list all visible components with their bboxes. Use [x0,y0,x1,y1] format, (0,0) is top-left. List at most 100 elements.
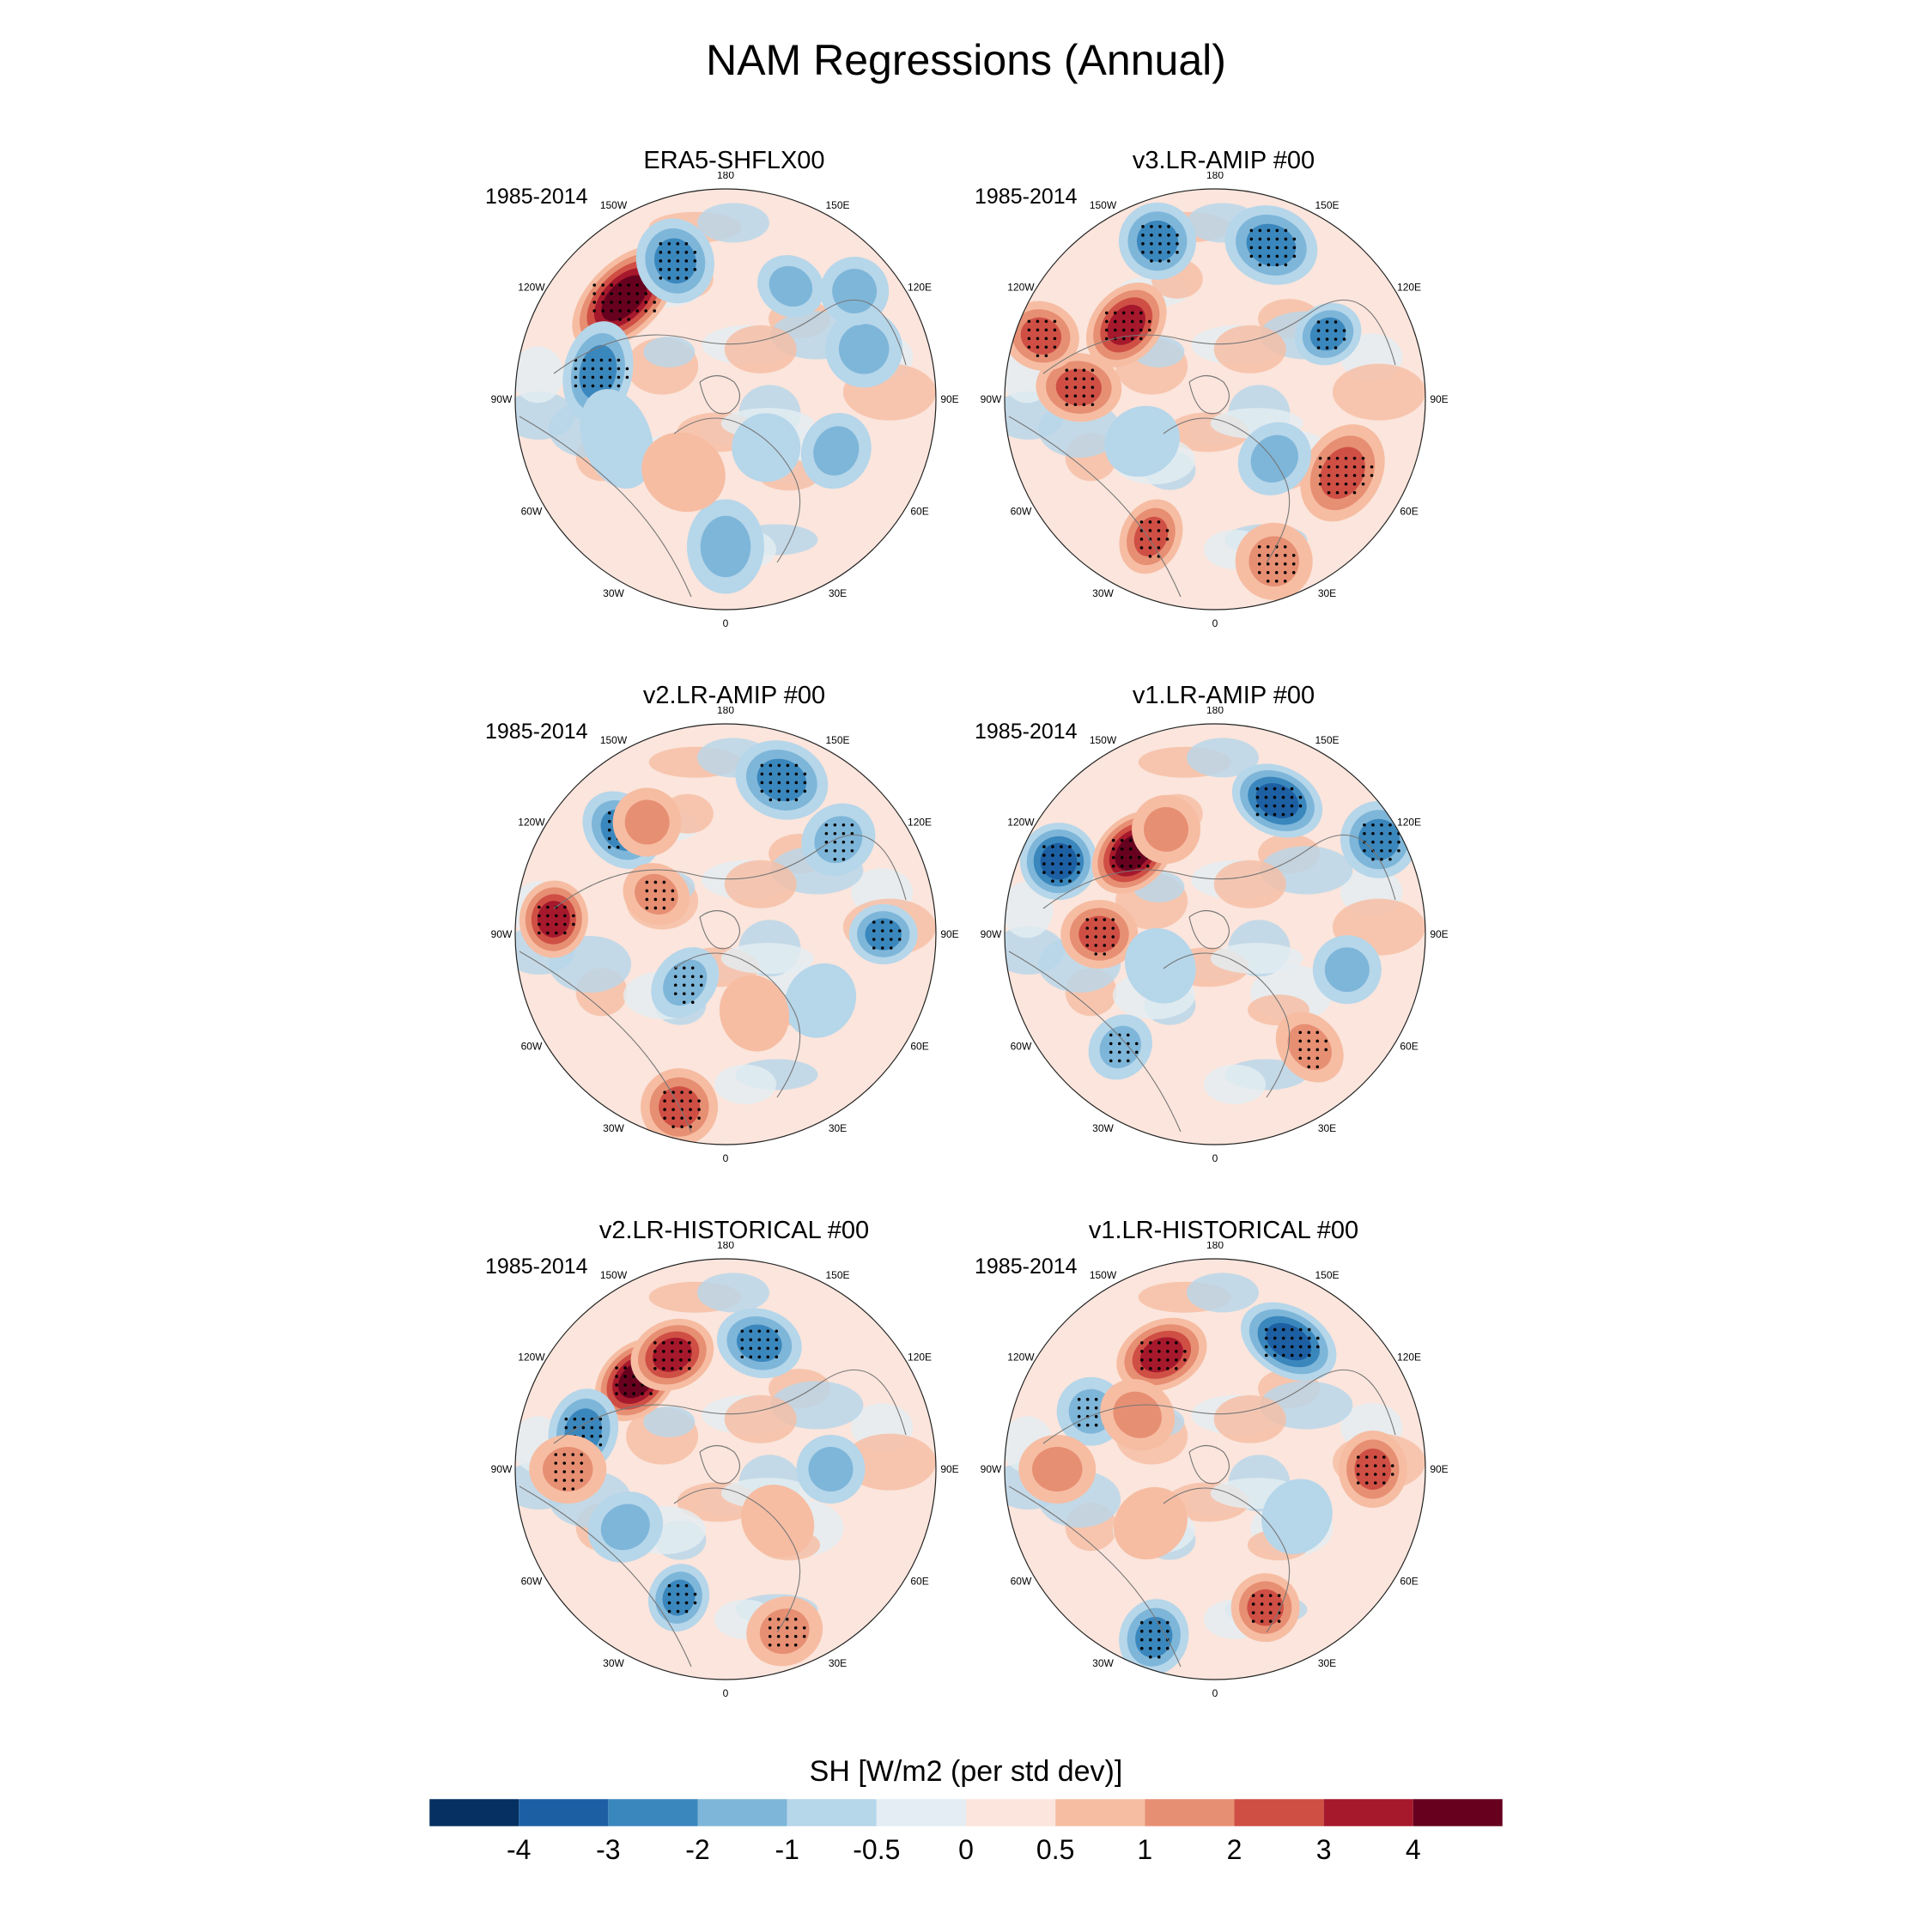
colorbar-tick-label: -2 [685,1834,709,1865]
texture-patch [643,336,696,368]
colorbar-segment [876,1799,966,1826]
colorbar-segment [1145,1799,1235,1826]
longitude-label: 90E [1430,1463,1448,1475]
anomaly-contour [1255,783,1299,819]
significance-stipple [659,242,697,280]
anomaly-contour [1099,1025,1141,1069]
texture-patch [714,1064,777,1104]
anomaly-contour [1113,1391,1162,1438]
anomaly-contour [580,389,654,489]
significance-stipple [1027,319,1057,358]
significance-stipple [538,905,575,935]
contour-field [515,1259,936,1680]
coastlines [1008,299,1396,598]
longitude-label: 30E [829,1657,847,1669]
contour-field [515,189,936,610]
significance-stipple [872,920,902,950]
anomaly-contour [635,873,678,915]
significance-stipple [1042,845,1080,883]
longitude-label: 90E [1430,393,1448,405]
colorbar-segment [429,1799,519,1826]
longitude-label: 0 [1212,1152,1218,1162]
longitude-label: 0 [723,617,729,627]
longitude-label: 120W [1007,282,1035,294]
significance-stipple [760,763,807,802]
anomaly-contour [1144,806,1189,852]
panel-title: v3.LR-AMIP #00 [1132,147,1315,174]
colorbar-segment [966,1799,1056,1826]
colorbar-tick-label: 2 [1227,1834,1242,1865]
significance-stipple [592,283,656,321]
anomaly-contour [736,1324,782,1363]
texture-patch [842,1433,936,1491]
anomaly-contour [641,432,726,513]
map-boundary [514,188,937,611]
texture-patch [1213,860,1286,908]
longitude-label: 0 [723,1687,729,1697]
texture-patch [1213,1394,1286,1443]
anomaly-contour [784,963,857,1038]
significance-stipple [824,823,854,861]
longitude-label: 180 [717,172,734,181]
contour-field [1005,724,1425,1145]
longitude-label: 60E [1400,506,1418,518]
significance-stipple [1141,225,1179,263]
anomaly-contour [1324,947,1370,993]
longitude-label: 90W [491,928,513,940]
longitude-label: 60E [910,506,928,518]
coastlines [1008,834,1396,1133]
colorbar-tick-label: -3 [596,1834,620,1865]
colorbar-segment [1413,1799,1503,1826]
longitude-label: 90W [981,1463,1002,1475]
anomaly-contour [719,975,790,1052]
anomaly-contour [1078,915,1121,953]
longitude-label: 90W [981,393,1002,405]
anomaly-contour [1135,1616,1173,1658]
longitude-label: 180 [717,707,734,716]
significance-stipple [1316,320,1346,349]
anomaly-contour [579,344,617,400]
panel-title: v2.LR-AMIP #00 [642,682,826,709]
significance-stipple [1249,228,1297,267]
significance-stipple [645,880,675,910]
colorbar-segment [1323,1799,1413,1826]
longitude-label: 0 [1212,617,1218,627]
colorbar-tick-label: -4 [507,1834,531,1865]
colorbar-label: SH [W/m2 (per std dev)] [809,1755,1123,1788]
longitude-label: 30E [1318,587,1336,599]
panel-period: 1985-2014 [485,720,588,744]
longitude-label: 150E [825,734,849,746]
map-boundary [514,1258,937,1680]
longitude-label: 150E [1315,1269,1339,1281]
longitude-label: 180 [1206,172,1224,181]
longitude-label: 60E [1400,1576,1418,1588]
polar-map: 180 150E 120E 90E 60E 30E 0 30W 60W 90W 120W 150W [491,1242,959,1697]
longitude-label: 60W [521,506,543,518]
colorbar-tick-label: 1 [1137,1834,1152,1865]
texture-patch [1213,325,1286,374]
texture-patch [696,203,769,243]
longitude-label: 120E [1397,282,1421,294]
longitude-label: 90E [1430,928,1448,940]
significance-stipple [554,1453,584,1491]
panel-period: 1985-2014 [975,1255,1078,1279]
anomaly-contour [1020,317,1062,355]
panel-period: 1985-2014 [485,185,588,209]
texture-patch [1210,943,1303,975]
longitude-label: 60E [910,1576,928,1588]
panel-period: 1985-2014 [975,185,1078,209]
longitude-label: 0 [723,1152,729,1162]
anomaly-contour [624,799,670,845]
significance-stipple [673,966,703,1005]
anomaly-contour [813,426,860,476]
panel-title: v1.LR-HISTORICAL #00 [1088,1217,1359,1244]
anomaly-contour [1261,1479,1333,1554]
anomaly-contour [808,1447,854,1492]
panel-title: ERA5-SHFLX00 [643,147,825,174]
map-boundary [1004,1258,1426,1680]
longitude-label: 30W [1092,1122,1114,1134]
colorbar-tick-label: -0.5 [853,1834,900,1865]
longitude-label: 90E [940,393,958,405]
longitude-label: 150W [600,199,628,211]
polar-map: 180 150E 120E 90E 60E 30E 0 30W 60W 90W 120W 150W [491,707,959,1162]
